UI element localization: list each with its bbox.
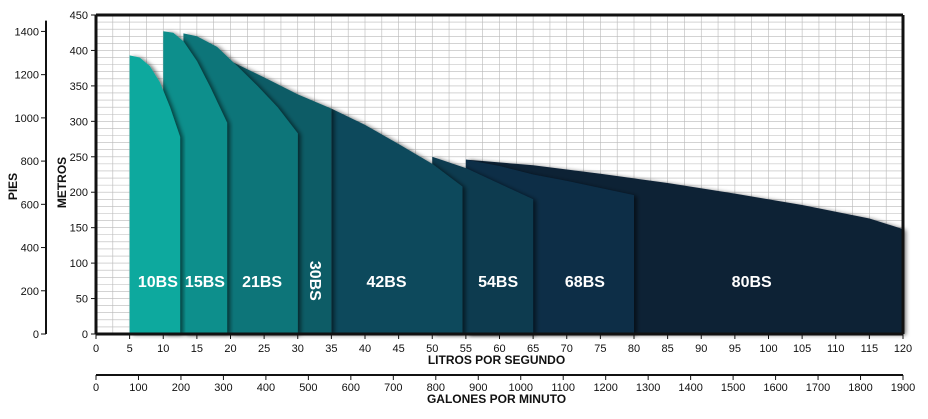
y-tick-label: 400	[70, 45, 88, 57]
x-tick-label: 120	[894, 343, 912, 355]
y-left-tick-label: 600	[21, 199, 39, 211]
x2-tick-label: 900	[469, 382, 487, 394]
x2-tick-label: 0	[93, 382, 99, 394]
y-left-tick-label: 0	[33, 329, 39, 341]
y-axis-pies-title: PIES	[6, 173, 20, 200]
y-tick-label: 300	[70, 116, 88, 128]
x2-tick-label: 1800	[848, 382, 872, 394]
x-tick-label: 90	[695, 343, 707, 355]
x2-tick-label: 1500	[721, 382, 745, 394]
x-tick-label: 105	[793, 343, 811, 355]
y-tick-label: 0	[82, 329, 88, 341]
x2-tick-label: 400	[257, 382, 275, 394]
y-left-tick-label: 800	[21, 156, 39, 168]
x-tick-label: 5	[127, 343, 133, 355]
series-label-80bs: 80BS	[732, 274, 772, 291]
x-tick-label: 35	[325, 343, 337, 355]
x2-tick-label: 1400	[678, 382, 702, 394]
x-tick-label: 65	[527, 343, 539, 355]
y-tick-label: 100	[70, 258, 88, 270]
x-tick-label: 10	[157, 343, 169, 355]
y-left-tick-label: 1400	[15, 26, 39, 38]
x-tick-label: 110	[827, 343, 845, 355]
y-axis-metros: 0 50 100 150 200 250 300 350 400 450	[70, 10, 96, 341]
x-tick-label: 25	[258, 343, 270, 355]
x-axis-secondary-title: GALONES POR MINUTO	[427, 392, 566, 406]
area-10bs	[129, 55, 181, 335]
series-label-10bs: 10BS	[138, 274, 178, 291]
y-tick-label: 50	[76, 294, 88, 306]
x-tick-label: 0	[93, 343, 99, 355]
x-tick-label: 40	[359, 343, 371, 355]
x2-tick-label: 1900	[891, 382, 915, 394]
series-labels: 10BS 15BS 21BS 30BS 42BS 54BS 68BS 80BS	[138, 261, 772, 301]
y-tick-label: 450	[70, 10, 88, 22]
x2-tick-label: 1600	[763, 382, 787, 394]
series-label-42bs: 42BS	[367, 274, 407, 291]
y-axis-pies: 0 200 400 600 800 1000 1200 1400	[15, 20, 47, 341]
y-tick-label: 200	[70, 187, 88, 199]
series-label-68bs: 68BS	[565, 274, 605, 291]
x-tick-label: 60	[493, 343, 505, 355]
x2-tick-label: 1000	[508, 382, 532, 394]
y-tick-label: 150	[70, 223, 88, 235]
series-label-54bs: 54BS	[478, 274, 518, 291]
area-42bs	[331, 108, 463, 334]
series-areas	[129, 31, 903, 335]
x2-tick-label: 1200	[593, 382, 617, 394]
x-tick-label: 50	[426, 343, 438, 355]
x-tick-label: 70	[561, 343, 573, 355]
x2-tick-label: 300	[214, 382, 232, 394]
y-axis-metros-title: METROS	[55, 157, 69, 208]
x-tick-label: 30	[292, 343, 304, 355]
x2-tick-label: 1700	[806, 382, 830, 394]
x2-tick-label: 800	[427, 382, 445, 394]
y-left-tick-label: 1200	[15, 70, 39, 82]
x-axis-primary-title: LITROS POR SEGUNDO	[428, 353, 565, 367]
x-tick-label: 75	[594, 343, 606, 355]
x-axis-secondary: 0 100 200 300 400 500 600 700 800 900 1000 1100 1200…	[93, 374, 915, 394]
x2-tick-label: 500	[299, 382, 317, 394]
x2-tick-label: 1300	[636, 382, 660, 394]
x-axis-primary: 0 5 10 15 20 25 30 35 40 45 50 55 60 65 70 75 80 85 90 95 10…	[93, 334, 912, 355]
x-tick-label: 95	[729, 343, 741, 355]
series-label-21bs: 21BS	[242, 274, 282, 291]
x2-tick-label: 700	[384, 382, 402, 394]
y-left-tick-label: 1000	[15, 113, 39, 125]
series-label-15bs: 15BS	[185, 274, 225, 291]
x-tick-label: 100	[759, 343, 777, 355]
x2-tick-label: 600	[342, 382, 360, 394]
y-left-tick-label: 200	[21, 286, 39, 298]
y-tick-label: 350	[70, 81, 88, 93]
y-tick-label: 250	[70, 152, 88, 164]
x2-tick-label: 200	[172, 382, 190, 394]
x-tick-label: 20	[224, 343, 236, 355]
x-tick-label: 15	[191, 343, 203, 355]
x-tick-label: 80	[628, 343, 640, 355]
x-tick-label: 85	[662, 343, 674, 355]
y-left-tick-label: 400	[21, 243, 39, 255]
x2-tick-label: 1100	[551, 382, 575, 394]
x-tick-label: 55	[460, 343, 472, 355]
x-tick-label: 115	[861, 343, 879, 355]
x-tick-label: 45	[393, 343, 405, 355]
x2-tick-label: 100	[129, 382, 147, 394]
series-label-30bs: 30BS	[306, 261, 323, 301]
